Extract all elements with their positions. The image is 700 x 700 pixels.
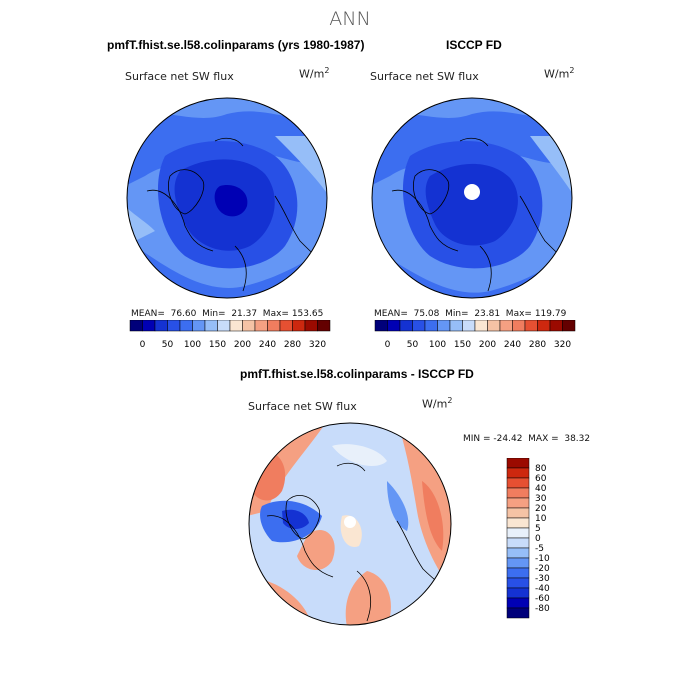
plot-title: ANN — [329, 8, 371, 30]
colorbar-swatch — [549, 320, 563, 332]
colorbar-swatch — [506, 497, 530, 509]
colorbar-tick-label: 240 — [259, 340, 276, 350]
colorbar-swatch — [506, 517, 530, 529]
colorbar-swatch — [449, 320, 463, 332]
colorbar-tick-label: 50 — [162, 340, 174, 350]
panel-diff-variable: Surface net SW flux — [248, 400, 357, 413]
panel-obs-heading: ISCCP FD — [446, 38, 502, 52]
colorbar-tick-label: 150 — [209, 340, 226, 350]
map-model — [126, 97, 328, 299]
colorbar-swatch — [424, 320, 438, 332]
colorbar-swatch — [474, 320, 488, 332]
colorbar-swatch — [217, 320, 231, 332]
colorbar-swatch — [506, 477, 530, 489]
colorbar-swatch — [506, 527, 530, 539]
colorbar-tick-label: 100 — [184, 340, 201, 350]
colorbar-tick-label: 240 — [504, 340, 521, 350]
colorbar-tick-label: -5 — [535, 544, 544, 554]
colorbar-swatch — [506, 557, 530, 569]
colorbar-swatch — [204, 320, 218, 332]
colorbar-tick-label: -60 — [535, 594, 550, 604]
colorbar-swatch — [387, 320, 401, 332]
colorbar-tick-label: 0 — [385, 340, 391, 350]
colorbar-swatch — [229, 320, 243, 332]
colorbar-swatch — [499, 320, 513, 332]
colorbar-swatch — [506, 547, 530, 559]
colorbar-tick-label: 100 — [429, 340, 446, 350]
map-obs — [371, 97, 573, 299]
panel-model-variable: Surface net SW flux — [125, 70, 234, 83]
panel-model-stats: MEAN= 76.60 Min= 21.37 Max= 153.65 — [131, 309, 324, 319]
colorbar-obs: 0 50 100 150 200 240 280 320 — [374, 320, 576, 350]
colorbar-swatch — [304, 320, 318, 332]
colorbar-swatch — [512, 320, 526, 332]
colorbar-tick-label: 60 — [535, 474, 547, 484]
panel-diff-stats: MIN = -24.42 MAX = 38.32 — [463, 434, 591, 444]
colorbar-tick-label: 5 — [535, 524, 541, 534]
colorbar-swatch — [487, 320, 501, 332]
colorbar-swatch — [462, 320, 476, 332]
panel-obs-stats: MEAN= 75.08 Min= 23.81 Max= 119.79 — [374, 309, 567, 319]
colorbar-tick-label: 200 — [234, 340, 251, 350]
colorbar-swatch — [399, 320, 413, 332]
colorbar-tick-label: 150 — [454, 340, 471, 350]
colorbar-tick-label: -40 — [535, 584, 550, 594]
colorbar-swatch — [437, 320, 451, 332]
colorbar-swatch — [412, 320, 426, 332]
colorbar-swatch — [524, 320, 538, 332]
colorbar-tick-label: 80 — [535, 464, 547, 474]
panel-model-units: W/m2 — [299, 66, 330, 81]
colorbar-swatch — [317, 320, 331, 332]
colorbar-swatch — [506, 577, 530, 589]
colorbar-tick-label: 320 — [554, 340, 571, 350]
colorbar-tick-label: 320 — [309, 340, 326, 350]
colorbar-tick-label: 200 — [479, 340, 496, 350]
colorbar-swatch — [267, 320, 281, 332]
colorbar-tick-label: 20 — [535, 504, 547, 514]
colorbar-swatch — [506, 607, 530, 619]
colorbar-swatch — [506, 537, 530, 549]
colorbar-tick-label: -20 — [535, 564, 550, 574]
colorbar-tick-label: 280 — [529, 340, 546, 350]
colorbar-swatch — [179, 320, 193, 332]
colorbar-tick-label: -30 — [535, 574, 550, 584]
colorbar-swatch — [537, 320, 551, 332]
colorbar-swatch — [292, 320, 306, 332]
colorbar-swatch — [254, 320, 268, 332]
colorbar-tick-label: -10 — [535, 554, 550, 564]
colorbar-swatch — [506, 467, 530, 479]
colorbar-swatch — [154, 320, 168, 332]
colorbar-swatch — [506, 597, 530, 609]
map-diff — [248, 422, 452, 626]
colorbar-swatch — [192, 320, 206, 332]
colorbar-swatch — [506, 487, 530, 499]
colorbar-tick-label: 30 — [535, 494, 547, 504]
panel-model-heading: pmfT.fhist.se.l58.colinparams (yrs 1980-… — [107, 38, 365, 52]
colorbar-swatch — [129, 320, 143, 332]
colorbar-swatch — [506, 458, 530, 469]
colorbar-swatch — [562, 320, 576, 332]
colorbar-model: 0 50 100 150 200 240 280 320 — [129, 320, 331, 350]
panel-diff-heading: pmfT.fhist.se.l58.colinparams - ISCCP FD — [240, 367, 474, 381]
panel-obs-units: W/m2 — [544, 66, 575, 81]
colorbar-swatch — [374, 320, 388, 332]
colorbar-swatch — [142, 320, 156, 332]
colorbar-tick-label: 0 — [535, 534, 541, 544]
colorbar-tick-label: -80 — [535, 604, 550, 614]
colorbar-tick-label: 50 — [407, 340, 419, 350]
colorbar-swatch — [506, 507, 530, 519]
colorbar-tick-label: 10 — [535, 514, 547, 524]
colorbar-tick-label: 40 — [535, 484, 547, 494]
colorbar-swatch — [279, 320, 293, 332]
colorbar-tick-label: 0 — [140, 340, 146, 350]
colorbar-swatch — [506, 587, 530, 599]
panel-obs-variable: Surface net SW flux — [370, 70, 479, 83]
colorbar-tick-label: 280 — [284, 340, 301, 350]
colorbar-swatch — [506, 567, 530, 579]
panel-diff-units: W/m2 — [422, 396, 453, 411]
colorbar-swatch — [167, 320, 181, 332]
colorbar-swatch — [242, 320, 256, 332]
